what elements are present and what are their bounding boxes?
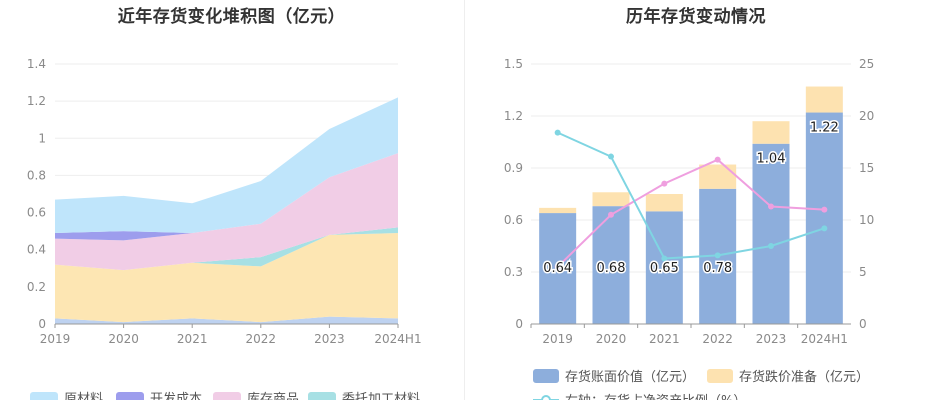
legend-swatch bbox=[116, 392, 144, 404]
right-bar-line-chart: 0 0.3 0.6 0.9 1.2 1.5 0 5 10 15 20 25 2019 2020 2021 20… bbox=[504, 57, 874, 404]
line-ratio-point bbox=[714, 252, 721, 259]
line-pink-point bbox=[768, 203, 774, 210]
left-chart-title: 近年存货变化堆积图（亿元） bbox=[117, 7, 346, 27]
x-tick-label: 2019 bbox=[542, 332, 573, 346]
line-ratio-point bbox=[821, 225, 828, 232]
area-bottom bbox=[55, 316, 398, 324]
y-tick-label: 1 bbox=[38, 131, 46, 145]
bar-impairment bbox=[539, 207, 577, 214]
y-right-tick-label: 20 bbox=[859, 109, 874, 123]
y-tick-label: 0 bbox=[38, 317, 46, 331]
y-right-tick-label: 15 bbox=[859, 161, 874, 175]
legend-label: 开发成本 bbox=[150, 391, 202, 400]
line-pink-point bbox=[714, 156, 721, 163]
x-tick-label: 2021 bbox=[649, 332, 680, 346]
line-pink-point bbox=[608, 211, 614, 218]
bar-value-label: 0.64 bbox=[543, 261, 572, 276]
legend-swatch-impairment bbox=[707, 369, 733, 383]
bar-impairment bbox=[645, 194, 683, 212]
panel-divider bbox=[464, 0, 465, 400]
bar-value-label: 0.65 bbox=[650, 261, 679, 276]
x-tick-label: 2019 bbox=[40, 332, 71, 346]
x-tick-label: 2024H1 bbox=[801, 332, 848, 346]
line-pink bbox=[557, 158, 825, 268]
bar-book-value bbox=[645, 211, 683, 324]
y-left-tick-label: 0.9 bbox=[504, 161, 523, 175]
legend-label-book-value: 存货账面价值（亿元） bbox=[565, 369, 695, 385]
line-ratio bbox=[557, 131, 825, 260]
x-tick-label: 2024H1 bbox=[374, 332, 421, 346]
line-ratio-point bbox=[661, 255, 668, 262]
x-tick-label: 2020 bbox=[108, 332, 139, 346]
y-left-tick-label: 0.3 bbox=[504, 265, 523, 279]
legend-label: 原材料 bbox=[64, 392, 103, 400]
area-base bbox=[55, 233, 398, 323]
bar-value-label: 1.04 bbox=[757, 152, 786, 167]
y-left-tick-label: 1.5 bbox=[504, 57, 523, 71]
y-left-tick-label: 0.6 bbox=[504, 213, 523, 227]
x-tick-label: 2022 bbox=[246, 332, 277, 346]
legend-swatch bbox=[308, 392, 336, 404]
left-area-chart: 0 0.2 0.4 0.6 0.8 1 1.2 1.4 2019 2020 2021 2022 2023… bbox=[27, 57, 422, 404]
right-chart-title: 历年存货变动情况 bbox=[626, 7, 766, 27]
x-tick-label: 2020 bbox=[596, 332, 627, 346]
y-right-tick-label: 25 bbox=[859, 57, 874, 71]
bar-value-label: 0.68 bbox=[597, 261, 626, 276]
bar-impairment bbox=[592, 192, 630, 207]
area-raw-material bbox=[55, 97, 398, 234]
legend-swatch bbox=[213, 392, 241, 404]
line-pink-point bbox=[661, 180, 668, 187]
y-tick-label: 0.2 bbox=[27, 280, 46, 294]
legend-swatch-book-value bbox=[533, 369, 559, 383]
bar-value-label: 0.78 bbox=[703, 261, 732, 276]
legend-label: 库存商品 bbox=[247, 391, 299, 400]
y-left-tick-label: 1.2 bbox=[504, 109, 523, 123]
y-left-tick-label: 0 bbox=[515, 317, 523, 331]
left-chart-panel: 近年存货变化堆积图（亿元） 0 0.2 0.4 0.6 0.8 1 1.2 1.4 2019 20… bbox=[0, 0, 463, 404]
bar-impairment bbox=[699, 164, 737, 189]
y-right-tick-label: 5 bbox=[859, 265, 867, 279]
line-ratio-point bbox=[608, 153, 614, 160]
x-tick-label: 2023 bbox=[314, 332, 345, 346]
bar-book-value bbox=[752, 143, 790, 324]
x-tick-label: 2022 bbox=[702, 332, 733, 346]
bar-impairment bbox=[805, 86, 843, 113]
x-tick-label: 2023 bbox=[756, 332, 787, 346]
line-ratio-point bbox=[768, 243, 774, 249]
line-ratio-point bbox=[554, 129, 561, 136]
legend-swatch bbox=[30, 392, 58, 404]
area-processing-material bbox=[55, 227, 398, 271]
legend-label-impairment: 存货跌价准备（亿元） bbox=[739, 369, 869, 385]
legend-label-ratio: 右轴：存货占净资产比例（%） bbox=[565, 393, 746, 400]
bar-book-value bbox=[805, 112, 843, 325]
right-chart-panel: 历年存货变动情况 0 0.3 0.6 0.9 1.2 1.5 0 5 10 15 20 25 2019 2… bbox=[466, 0, 926, 404]
y-tick-label: 1.4 bbox=[27, 57, 46, 71]
bar-impairment bbox=[752, 121, 790, 144]
legend-label: 委托加工材料 bbox=[342, 392, 420, 400]
bar-value-label: 1.22 bbox=[810, 121, 839, 136]
y-tick-label: 0.8 bbox=[27, 168, 46, 182]
area-inventory-goods bbox=[55, 153, 398, 271]
y-right-tick-label: 0 bbox=[859, 317, 867, 331]
line-pink-point bbox=[821, 206, 828, 213]
x-tick-label: 2021 bbox=[177, 332, 208, 346]
y-tick-label: 0.4 bbox=[27, 243, 46, 257]
y-tick-label: 0.6 bbox=[27, 206, 46, 220]
legend-swatch-ratio-marker bbox=[541, 395, 551, 404]
line-pink-point bbox=[554, 263, 561, 270]
y-right-tick-label: 10 bbox=[859, 213, 874, 227]
y-tick-label: 1.2 bbox=[27, 94, 46, 108]
